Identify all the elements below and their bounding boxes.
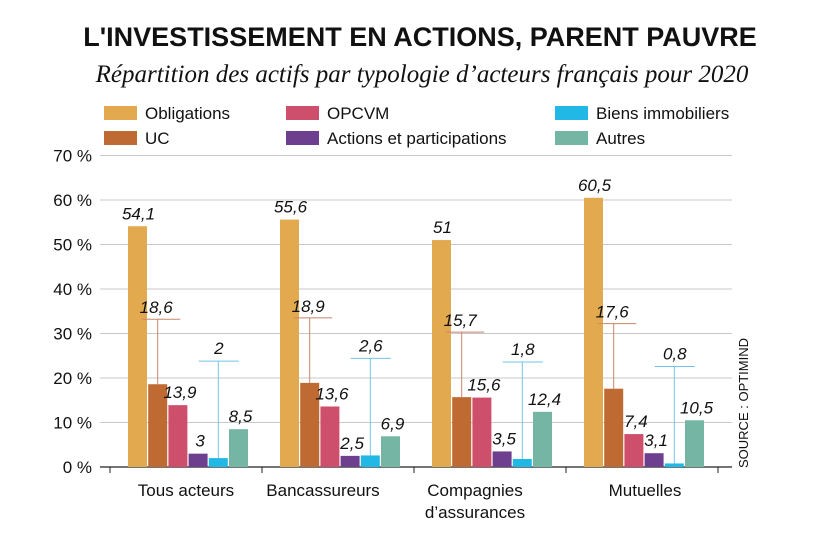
- bar: [604, 388, 624, 467]
- legend-swatch: [104, 131, 137, 145]
- bar: [381, 436, 400, 467]
- bar: [128, 226, 147, 467]
- legend-label: Actions et participations: [327, 129, 507, 148]
- legend-swatch: [555, 131, 588, 145]
- data-label: 17,6: [596, 303, 630, 322]
- data-label: 18,9: [292, 297, 326, 316]
- category-label: Tous acteurs: [138, 481, 234, 500]
- y-tick-label: 40 %: [53, 280, 92, 299]
- data-label: 1,8: [511, 340, 535, 359]
- bars: [128, 197, 704, 467]
- data-label: 2: [213, 339, 224, 358]
- bar: [340, 455, 360, 467]
- legend-label: UC: [145, 129, 170, 148]
- bar: [624, 434, 644, 467]
- bar: [360, 455, 380, 467]
- data-label: 13,9: [163, 383, 197, 402]
- bar: [452, 397, 472, 467]
- legend-swatch: [286, 106, 319, 120]
- data-label: 2,6: [358, 336, 383, 355]
- data-label: 15,6: [467, 376, 501, 395]
- bar: [280, 219, 299, 467]
- legend-swatch: [104, 106, 137, 120]
- data-label: 12,4: [528, 390, 561, 409]
- category-label: Compagnies: [427, 481, 522, 500]
- bar: [472, 397, 492, 467]
- y-tick-label: 60 %: [53, 191, 92, 210]
- bar: [432, 240, 451, 467]
- data-label: 60,5: [578, 176, 612, 195]
- y-tick-label: 50 %: [53, 236, 92, 255]
- data-labels: 54,1 18,6 13,9 3 2 8,5 55,6 18,9 13,6 2,5 2,6 6,9 51…: [122, 176, 714, 464]
- legend-label: Autres: [596, 129, 645, 148]
- x-axis-categories: Tous acteurs Bancassureurs Compagnies d’ass…: [138, 481, 682, 522]
- y-axis-ticks: 0 % 10 % 20 % 30 % 40 % 50 % 60 % 70 %: [53, 147, 92, 478]
- bar: [533, 411, 552, 467]
- bar: [168, 405, 188, 467]
- bar: [664, 463, 684, 467]
- y-tick-label: 10 %: [53, 414, 92, 433]
- data-label: 7,4: [624, 412, 648, 431]
- bar: [208, 458, 228, 467]
- legend-label: OPCVM: [327, 104, 389, 123]
- y-tick-label: 0 %: [63, 458, 92, 477]
- y-tick-label: 70 %: [53, 147, 92, 166]
- bar: [492, 451, 512, 467]
- bar: [320, 406, 340, 467]
- legend-label: Biens immobiliers: [596, 104, 729, 123]
- data-label: 2,5: [339, 434, 364, 453]
- chart-subtitle: Répartition des actifs par typologie d’a…: [95, 61, 749, 88]
- data-label: 3,5: [492, 429, 516, 448]
- bar: [229, 429, 248, 467]
- chart-title: L'INVESTISSEMENT EN ACTIONS, PARENT PAUV…: [83, 22, 756, 52]
- data-label: 51: [433, 218, 452, 237]
- bar: [188, 453, 208, 467]
- category-label: d’assurances: [425, 503, 525, 522]
- bar: [300, 382, 320, 467]
- bar: [644, 453, 664, 467]
- data-label: 18,6: [140, 298, 174, 317]
- data-label: 55,6: [274, 198, 308, 217]
- bar: [512, 458, 532, 467]
- bar: [148, 384, 168, 467]
- y-tick-label: 20 %: [53, 369, 92, 388]
- data-label: 6,9: [381, 414, 405, 433]
- legend-swatch: [555, 106, 588, 120]
- data-label: 13,6: [315, 384, 349, 403]
- category-label: Mutuelles: [609, 481, 682, 500]
- data-label: 0,8: [663, 344, 687, 363]
- bar: [685, 420, 704, 467]
- data-label: 8,5: [229, 407, 253, 426]
- data-label: 10,5: [680, 398, 714, 417]
- legend-swatch: [286, 131, 319, 145]
- data-label: 15,7: [444, 311, 478, 330]
- category-label: Bancassureurs: [266, 481, 379, 500]
- y-tick-label: 30 %: [53, 325, 92, 344]
- legend: Obligations UC OPCVM Actions et participati…: [104, 104, 729, 148]
- data-label: 54,1: [122, 204, 155, 223]
- source-note: SOURCE : OPTIMIND: [736, 338, 751, 468]
- bar: [584, 197, 603, 467]
- data-label: 3: [195, 432, 205, 451]
- legend-label: Obligations: [145, 104, 230, 123]
- data-label: 3,1: [644, 431, 668, 450]
